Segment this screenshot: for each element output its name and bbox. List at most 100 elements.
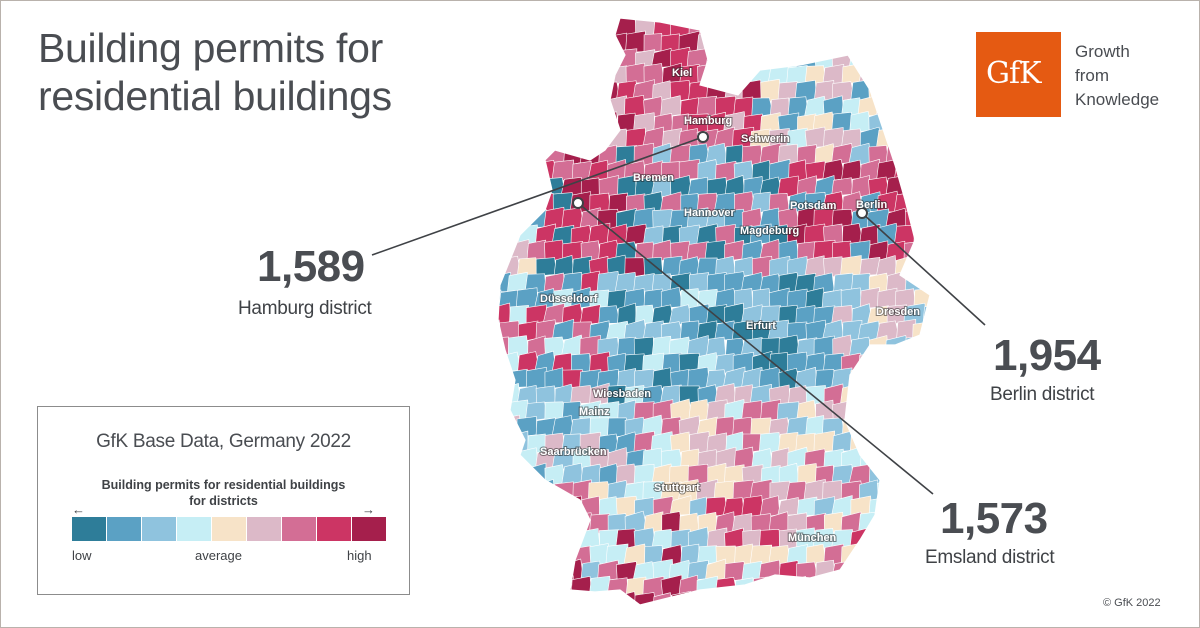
district-cell [498,159,522,182]
district-cell [507,47,530,71]
district-cell [822,575,846,597]
city-label-saarbruecken: Saarbrücken [540,446,607,458]
district-cell [499,65,520,87]
district-cell [875,65,899,86]
district-cell [886,592,910,605]
district-cell [920,238,930,261]
district-cell [597,48,620,69]
copyright-notice: © GfK 2022 [1103,597,1161,609]
tagline-line-3: Knowledge [1075,90,1160,109]
district-cell [904,176,927,197]
legend-high-label: high [347,548,372,563]
district-cell [913,63,930,87]
district-cell [498,142,513,166]
district-cell [498,367,511,390]
district-cell [894,97,918,119]
legend-swatch [107,517,141,541]
district-cell [921,593,930,605]
district-cell [572,18,594,21]
city-label-wiesbaden: Wiesbaden [593,388,651,400]
district-cell [507,78,532,103]
district-cell [535,385,556,405]
district-cell [768,31,792,54]
city-label-stuttgart: Stuttgart [654,482,700,494]
district-cell [860,576,880,599]
district-cell [533,127,557,151]
district-cell [875,513,900,535]
district-cell [606,18,628,21]
district-cell [507,496,531,518]
district-cell [498,593,513,605]
legend-subtitle-line-2: for districts [189,494,258,508]
legend-average-label: average [195,548,242,563]
district-cell [525,143,548,165]
district-cell [884,400,909,422]
district-cell [498,479,503,501]
district-cell [507,560,529,583]
district-cell [652,367,674,390]
district-cell [498,224,504,247]
district-cell [913,18,930,22]
district-cell [885,46,909,71]
emsland-leader-line [577,202,934,495]
district-cell [923,142,930,167]
district-cell [526,527,547,549]
district-cell [551,159,575,181]
district-cell [507,209,531,229]
district-cell [579,48,601,69]
district-cells [498,18,930,605]
city-label-bremen: Bremen [633,172,674,184]
district-cell [498,560,511,583]
district-cell [590,62,610,85]
legend-swatch [352,517,386,541]
district-cell [498,511,504,534]
district-cell [912,321,930,341]
district-cell [805,31,827,53]
hamburg-label: Hamburg district [238,298,372,319]
district-cell [535,574,557,598]
district-cell [743,18,763,37]
district-cell [498,18,503,22]
map-legend: GfK Base Data, Germany 2022 Building per… [37,406,410,595]
district-cell [498,175,511,197]
district-cell [875,417,898,438]
city-label-hannover: Hannover [684,207,735,219]
district-cell [498,417,504,437]
district-cell [686,593,711,605]
district-cell [716,18,736,21]
district-cell [544,49,567,70]
district-cell [911,255,930,278]
district-cell [534,32,558,53]
district-cell [920,336,930,359]
district-cell [516,575,539,598]
district-cell [923,208,930,231]
district-cell [525,495,549,518]
district-cell [571,127,594,150]
district-cell [867,368,891,391]
district-cell [498,448,502,469]
district-cell [886,369,910,390]
district-cell [507,528,529,549]
legend-swatch [212,517,246,541]
district-cell [498,336,511,358]
city-label-kiel: Kiel [672,67,692,79]
district-cell [562,592,585,605]
district-cell [498,527,513,550]
district-cell [813,592,835,605]
district-cell [867,48,891,69]
district-cell [517,64,540,86]
district-cell [894,352,917,373]
district-cell [498,159,503,182]
district-cell [506,465,530,485]
district-cell [841,33,862,55]
arrow-left-icon: ← [72,502,85,517]
district-cell [508,145,530,166]
district-cell [579,18,603,38]
legend-subtitle: Building permits for residential buildin… [38,477,409,509]
district-cell [713,31,737,55]
district-cell [868,528,891,551]
district-cell [553,127,575,151]
district-cell [562,81,584,103]
district-cell [886,495,908,517]
district-cell [858,18,881,22]
